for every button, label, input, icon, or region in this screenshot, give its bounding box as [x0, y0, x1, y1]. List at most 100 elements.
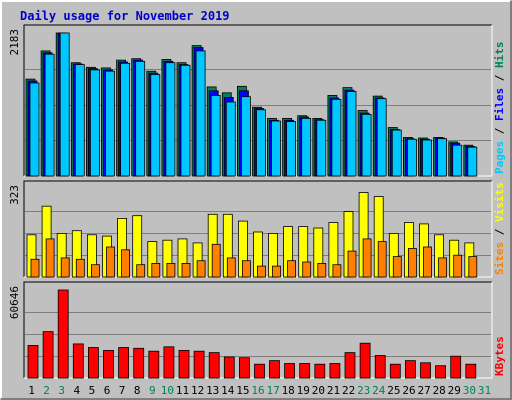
bar-kbytes-17	[269, 360, 280, 379]
legend-item-sites: Sites	[493, 242, 506, 275]
x-tick-label: 18	[282, 384, 295, 397]
bar-pages-9	[150, 74, 161, 177]
legend-item-pages: Pages	[493, 141, 506, 174]
bar-pages-14	[225, 101, 236, 177]
legend: Pages / Files / Hits	[493, 42, 506, 175]
bar-kbytes-30	[465, 363, 477, 379]
x-tick-label: 2	[43, 384, 50, 397]
bar-pages-17	[271, 120, 281, 177]
x-tick-label: 16	[251, 384, 264, 397]
bar-kbytes-3	[57, 289, 69, 379]
legend: Sites / Visits	[493, 182, 506, 275]
bar-sites-4	[75, 258, 85, 278]
bar-pages-6	[105, 70, 115, 177]
bar-kbytes-27	[420, 362, 431, 379]
bar-kbytes-7	[118, 347, 129, 379]
bar-pages-25	[391, 129, 402, 177]
x-tick-label: 17	[266, 384, 279, 397]
legend-item-kbytes: KBytes	[493, 336, 506, 376]
panel-hits-files-pages: 2183 Pages / Files / Hits	[8, 24, 506, 177]
x-tick-label: 14	[221, 384, 235, 397]
bar-sites-16	[257, 265, 266, 278]
bar-kbytes-11	[178, 349, 190, 379]
legend-separator: /	[493, 222, 506, 242]
x-tick-label: 19	[297, 384, 310, 397]
x-tick-label: 15	[236, 384, 249, 397]
bar-sites-1	[30, 258, 40, 278]
bar-sites-21	[332, 264, 342, 278]
bar-kbytes-18	[284, 363, 296, 379]
bar-pages-7	[120, 62, 130, 177]
x-tick-label: 1	[28, 384, 35, 397]
y-max-label: 2183	[8, 29, 21, 56]
bar-pages-5	[90, 69, 100, 177]
bar-kbytes-4	[72, 343, 84, 379]
bar-sites-19	[302, 261, 312, 278]
bar-sites-18	[287, 260, 297, 278]
bar-sites-20	[317, 262, 327, 278]
y-max-label: 323	[8, 185, 21, 205]
bar-pages-15	[240, 96, 251, 177]
x-tick-label: 29	[448, 384, 461, 397]
bar-sites-29	[453, 254, 463, 278]
bar-pages-24	[376, 98, 387, 177]
x-tick-label: 30	[463, 384, 476, 397]
legend-item-files: Files	[493, 88, 506, 121]
bar-kbytes-24	[374, 355, 386, 379]
bar-kbytes-13	[208, 352, 220, 379]
bar-pages-30	[467, 146, 478, 177]
bar-sites-10	[166, 262, 176, 278]
bar-kbytes-10	[163, 346, 175, 379]
x-tick-label: 8	[134, 384, 141, 397]
x-tick-label: 10	[161, 384, 174, 397]
panel-visits-sites: 323 Sites / Visits	[8, 180, 506, 278]
bar-kbytes-5	[88, 347, 99, 379]
bar-sites-26	[407, 247, 417, 278]
chart-panels: 2183 Pages / Files / Hits 323 Sites / Visit…	[8, 24, 506, 379]
bar-sites-13	[211, 243, 221, 278]
bar-pages-10	[165, 62, 176, 177]
bar-kbytes-20	[314, 363, 326, 379]
x-tick-label: 7	[119, 384, 126, 397]
panel-frame-dark	[23, 180, 492, 277]
x-tick-label: 13	[206, 384, 219, 397]
x-tick-label: 27	[417, 384, 430, 397]
bar-kbytes-2	[42, 331, 54, 379]
bar-sites-6	[106, 246, 115, 278]
x-tick-label: 12	[191, 384, 204, 397]
legend-item-visits: Visits	[493, 182, 506, 222]
bar-kbytes-25	[389, 363, 401, 379]
bar-sites-14	[226, 257, 236, 278]
x-tick-label: 5	[89, 384, 96, 397]
x-tick-label: 20	[312, 384, 325, 397]
bars-visits-sites	[26, 192, 478, 278]
x-tick-label: 21	[327, 384, 340, 397]
bar-sites-28	[438, 257, 448, 278]
x-tick-label: 28	[433, 384, 446, 397]
bar-sites-11	[181, 262, 191, 278]
bar-kbytes-26	[404, 360, 416, 379]
bar-sites-5	[91, 264, 100, 278]
bar-sites-8	[136, 264, 146, 278]
bar-pages-29	[452, 144, 463, 177]
bar-kbytes-6	[103, 349, 114, 379]
bar-pages-21	[331, 99, 342, 177]
bar-kbytes-9	[148, 350, 160, 379]
bar-sites-23	[362, 238, 372, 278]
x-tick-label: 22	[342, 384, 355, 397]
bar-sites-17	[272, 265, 281, 278]
bar-sites-24	[377, 241, 387, 278]
bar-kbytes-12	[193, 350, 205, 379]
x-tick-label: 31	[478, 384, 491, 397]
bar-pages-8	[135, 61, 146, 177]
bar-kbytes-19	[299, 363, 311, 379]
bar-kbytes-23	[359, 342, 371, 379]
bar-pages-4	[74, 64, 85, 177]
bar-kbytes-14	[223, 356, 235, 379]
chart-title: Daily usage for November 2019	[20, 9, 230, 23]
x-tick-label: 24	[372, 384, 386, 397]
bar-pages-20	[316, 119, 327, 177]
legend-item-hits: Hits	[493, 42, 506, 69]
